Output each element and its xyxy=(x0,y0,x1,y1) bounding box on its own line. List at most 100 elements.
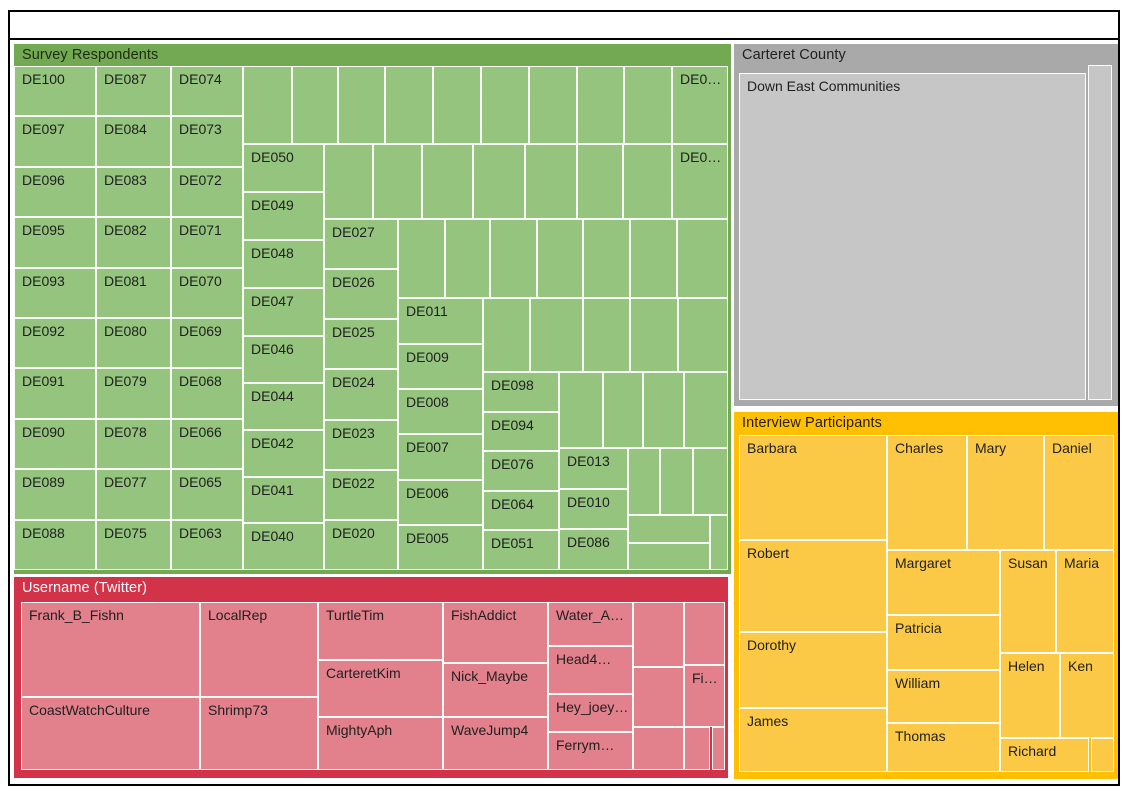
treemap-cell-DE046[interactable]: DE046 xyxy=(243,336,324,383)
treemap-cell-Helen[interactable]: Helen xyxy=(1000,653,1060,738)
treemap-cell[interactable] xyxy=(603,372,643,448)
treemap-cell[interactable] xyxy=(481,66,529,144)
treemap-cell[interactable] xyxy=(684,602,725,665)
treemap-cell[interactable] xyxy=(628,515,710,543)
treemap-cell[interactable] xyxy=(433,66,481,144)
treemap-cell-DE086[interactable]: DE086 xyxy=(559,529,628,570)
treemap-cell[interactable] xyxy=(630,298,678,372)
treemap-cell-DE096[interactable]: DE096 xyxy=(14,167,96,217)
treemap-cell-Daniel[interactable]: Daniel xyxy=(1044,435,1114,550)
treemap-cell-Frank_B_Fishn[interactable]: Frank_B_Fishn xyxy=(21,602,200,697)
treemap-cell-Mary[interactable]: Mary xyxy=(967,435,1044,550)
treemap-cell-DE070[interactable]: DE070 xyxy=(171,268,243,318)
treemap-cell-DE069[interactable]: DE069 xyxy=(171,318,243,368)
treemap-cell[interactable] xyxy=(577,144,623,219)
treemap-cell-DE078[interactable]: DE078 xyxy=(96,419,171,469)
treemap-cell-DE098[interactable]: DE098 xyxy=(483,372,559,412)
treemap-cell-DE011[interactable]: DE011 xyxy=(398,298,483,344)
treemap-cell-Nick_Maybe[interactable]: Nick_Maybe xyxy=(443,663,548,717)
treemap-cell-LocalRep[interactable]: LocalRep xyxy=(200,602,318,697)
treemap-cell-DE049[interactable]: DE049 xyxy=(243,192,324,240)
treemap-cell[interactable] xyxy=(483,298,530,372)
treemap-cell[interactable] xyxy=(583,219,630,298)
treemap-cell-DE044[interactable]: DE044 xyxy=(243,383,324,430)
treemap-cell-DE065[interactable]: DE065 xyxy=(171,469,243,520)
treemap-cell-Dorothy[interactable]: Dorothy xyxy=(739,632,887,708)
treemap-cell[interactable] xyxy=(623,144,672,219)
treemap-cell-Charles[interactable]: Charles xyxy=(887,435,967,550)
treemap-cell-DE007[interactable]: DE007 xyxy=(398,434,483,480)
treemap-cell[interactable] xyxy=(398,219,445,298)
treemap-cell-DE076[interactable]: DE076 xyxy=(483,451,559,491)
treemap-cell[interactable] xyxy=(710,515,728,570)
treemap-cell[interactable] xyxy=(693,448,728,515)
treemap-cell-DE088[interactable]: DE088 xyxy=(14,520,96,570)
treemap-cell-DE072[interactable]: DE072 xyxy=(171,167,243,217)
treemap-cell[interactable] xyxy=(338,66,385,144)
treemap-cell-DE068[interactable]: DE068 xyxy=(171,368,243,419)
treemap-cell-DE008[interactable]: DE008 xyxy=(398,389,483,434)
treemap-cell-DE047[interactable]: DE047 xyxy=(243,288,324,336)
treemap-cell-WaveJump4[interactable]: WaveJump4 xyxy=(443,717,548,770)
treemap-cell[interactable] xyxy=(529,66,577,144)
treemap-cell-DE025[interactable]: DE025 xyxy=(324,319,398,369)
treemap-cell-TurtleTim[interactable]: TurtleTim xyxy=(318,602,443,660)
treemap-cell-DE024[interactable]: DE024 xyxy=(324,369,398,420)
treemap-cell-DE006[interactable]: DE006 xyxy=(398,480,483,525)
treemap-cell-DE050[interactable]: DE050 xyxy=(243,144,324,192)
treemap-cell-DE100[interactable]: DE100 xyxy=(14,66,96,116)
treemap-cell-DE063[interactable]: DE063 xyxy=(171,520,243,570)
treemap-cell[interactable] xyxy=(1091,738,1114,772)
treemap-cell[interactable] xyxy=(583,298,630,372)
treemap-cell[interactable] xyxy=(1088,65,1112,400)
treemap-cell-DE071[interactable]: DE071 xyxy=(171,217,243,268)
treemap-cell[interactable] xyxy=(537,219,583,298)
treemap-cell[interactable] xyxy=(633,727,684,770)
treemap-cell-Robert[interactable]: Robert xyxy=(739,540,887,632)
treemap-cell-DE091[interactable]: DE091 xyxy=(14,368,96,419)
treemap-cell[interactable] xyxy=(712,727,725,770)
treemap-cell-DE081[interactable]: DE081 xyxy=(96,268,171,318)
treemap-cell-DE083[interactable]: DE083 xyxy=(96,167,171,217)
treemap-cell[interactable] xyxy=(624,66,672,144)
treemap-cell-DE090[interactable]: DE090 xyxy=(14,419,96,469)
treemap-cell-Patricia[interactable]: Patricia xyxy=(887,615,1000,670)
treemap-cell-Thomas[interactable]: Thomas xyxy=(887,723,1000,772)
treemap-cell-Water_A[interactable]: Water_A… xyxy=(548,602,633,646)
treemap-cell-DE092[interactable]: DE092 xyxy=(14,318,96,368)
treemap-cell-DE094[interactable]: DE094 xyxy=(483,412,559,451)
treemap-cell[interactable] xyxy=(445,219,490,298)
treemap-cell[interactable] xyxy=(633,602,684,667)
treemap-cell-DE013[interactable]: DE013 xyxy=(559,448,628,489)
treemap-cell-Ferrym[interactable]: Ferrym… xyxy=(548,732,633,770)
treemap-cell-Hey_joey[interactable]: Hey_joey… xyxy=(548,694,633,732)
treemap-cell-DE093[interactable]: DE093 xyxy=(14,268,96,318)
treemap-cell-DE095[interactable]: DE095 xyxy=(14,217,96,268)
treemap-cell-DE042[interactable]: DE042 xyxy=(243,430,324,477)
treemap-cell[interactable] xyxy=(630,219,677,298)
treemap-cell-DownEastCommunities[interactable]: Down East Communities xyxy=(739,73,1086,400)
treemap-cell-Ken[interactable]: Ken xyxy=(1060,653,1114,738)
treemap-cell[interactable] xyxy=(243,66,292,144)
treemap-cell-DE077[interactable]: DE077 xyxy=(96,469,171,520)
treemap-cell[interactable] xyxy=(633,667,684,727)
treemap-cell-DE005[interactable]: DE005 xyxy=(398,525,483,570)
treemap-cell-FishAddict[interactable]: FishAddict xyxy=(443,602,548,663)
treemap-cell-DE0[interactable]: DE0… xyxy=(672,66,728,144)
treemap-cell-DE084[interactable]: DE084 xyxy=(96,116,171,167)
treemap-cell-DE074[interactable]: DE074 xyxy=(171,66,243,116)
treemap-cell-Barbara[interactable]: Barbara xyxy=(739,435,887,540)
treemap-cell-DE064[interactable]: DE064 xyxy=(483,491,559,530)
treemap-cell[interactable] xyxy=(385,66,433,144)
treemap-cell-DE023[interactable]: DE023 xyxy=(324,420,398,470)
treemap-cell-CarteretKim[interactable]: CarteretKim xyxy=(318,660,443,717)
treemap-cell[interactable] xyxy=(677,219,728,298)
treemap-cell-DE020[interactable]: DE020 xyxy=(324,520,398,570)
treemap-cell-Susan[interactable]: Susan xyxy=(1000,550,1056,653)
treemap-cell[interactable] xyxy=(490,219,537,298)
treemap-cell[interactable] xyxy=(684,727,710,770)
treemap-cell-Shrimp73[interactable]: Shrimp73 xyxy=(200,697,318,770)
treemap-cell-DE087[interactable]: DE087 xyxy=(96,66,171,116)
treemap-cell[interactable] xyxy=(628,543,710,570)
treemap-cell-DE027[interactable]: DE027 xyxy=(324,219,398,269)
